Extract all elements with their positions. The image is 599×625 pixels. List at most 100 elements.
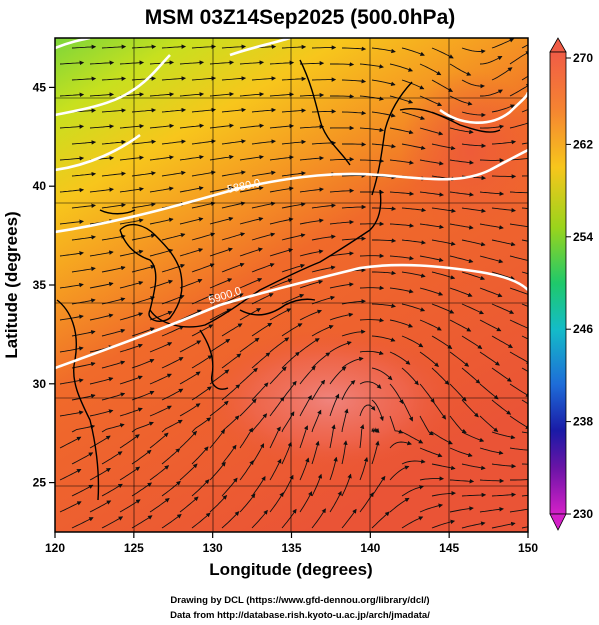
streamline <box>299 155 325 161</box>
streamline <box>191 512 211 529</box>
streamline <box>491 104 515 113</box>
streamline <box>431 303 455 314</box>
streamline <box>449 255 474 264</box>
streamline <box>389 440 412 449</box>
streamline <box>161 419 183 433</box>
streamline <box>461 47 486 54</box>
streamline <box>299 92 325 98</box>
streamline <box>419 383 435 404</box>
streamline <box>251 382 269 401</box>
streamline <box>131 449 152 465</box>
streamline <box>251 201 276 209</box>
streamline <box>149 92 175 97</box>
streamline <box>371 335 396 342</box>
streamline <box>71 517 94 529</box>
streamline <box>431 143 456 151</box>
streamline <box>101 392 126 401</box>
streamline <box>371 511 390 529</box>
streamline <box>239 337 260 353</box>
streamline <box>269 337 290 353</box>
streamline <box>491 139 517 145</box>
x-tick-label: 130 <box>203 541 223 555</box>
streamline <box>311 203 336 209</box>
streamline <box>251 232 276 241</box>
streamline <box>89 60 115 66</box>
streamline <box>461 399 479 418</box>
streamline <box>101 516 124 529</box>
streamline <box>491 303 515 314</box>
streamline <box>419 255 444 263</box>
streamline <box>269 308 292 321</box>
streamline <box>401 516 424 529</box>
streamline <box>329 219 355 225</box>
streamline <box>509 447 528 451</box>
streamline <box>89 500 112 513</box>
streamline <box>59 436 82 449</box>
streamline <box>341 356 364 369</box>
streamline <box>461 492 487 498</box>
streamline <box>359 492 374 513</box>
streamline <box>59 156 85 161</box>
map-title: MSM 03Z14Sep2025 (500.0hPa) <box>145 6 456 29</box>
streamline <box>311 508 326 529</box>
streamline <box>401 239 426 245</box>
streamline <box>329 282 354 289</box>
streamline <box>389 497 410 513</box>
streamline <box>342 142 367 147</box>
streamline <box>419 191 444 197</box>
streamline <box>330 62 355 67</box>
streamline <box>389 63 414 72</box>
streamline <box>161 107 187 113</box>
streamline <box>329 251 354 257</box>
streamline <box>239 278 263 289</box>
streamline <box>329 424 336 449</box>
streamline <box>329 157 355 162</box>
streamline <box>431 519 456 529</box>
streamline <box>179 463 198 481</box>
streamline <box>119 407 143 417</box>
streamline <box>239 185 264 193</box>
streamline <box>479 478 505 484</box>
streamline <box>299 394 312 417</box>
streamline <box>209 278 233 289</box>
streamline <box>359 95 384 101</box>
streamline <box>161 233 186 241</box>
streamline <box>131 327 155 337</box>
streamline <box>449 223 474 230</box>
streamline <box>341 329 366 337</box>
streamline <box>281 323 303 337</box>
streamline <box>330 94 355 99</box>
streamline <box>89 250 114 257</box>
streamline <box>161 514 182 529</box>
streamline <box>491 335 513 348</box>
colorbar-tick-label: 246 <box>573 322 593 336</box>
streamline <box>191 293 215 305</box>
streamline <box>119 123 145 129</box>
streamline <box>221 444 237 465</box>
streamline <box>101 139 127 145</box>
streamline <box>119 280 144 289</box>
streamline <box>179 60 205 65</box>
streamline <box>311 234 336 241</box>
streamline <box>521 109 528 113</box>
streamline <box>491 492 517 497</box>
colorbar-top-arrow <box>549 37 567 53</box>
y-tick-label: 25 <box>33 476 47 490</box>
streamline <box>401 79 425 90</box>
streamline <box>329 490 342 513</box>
streamline <box>221 262 245 273</box>
streamline <box>449 478 475 484</box>
streamline <box>491 271 516 281</box>
streamline <box>89 377 114 385</box>
streamline <box>119 499 141 513</box>
streamline <box>401 207 427 213</box>
map-plot-area: 5880.0 5900.0 <box>55 38 528 532</box>
streamline <box>311 109 337 114</box>
streamline <box>461 111 486 118</box>
x-axis-label: Longitude (degrees) <box>209 560 372 579</box>
streamline <box>299 187 324 193</box>
streamline <box>389 255 414 261</box>
streamline <box>251 139 276 145</box>
streamline <box>431 431 453 445</box>
streamline <box>491 431 516 440</box>
